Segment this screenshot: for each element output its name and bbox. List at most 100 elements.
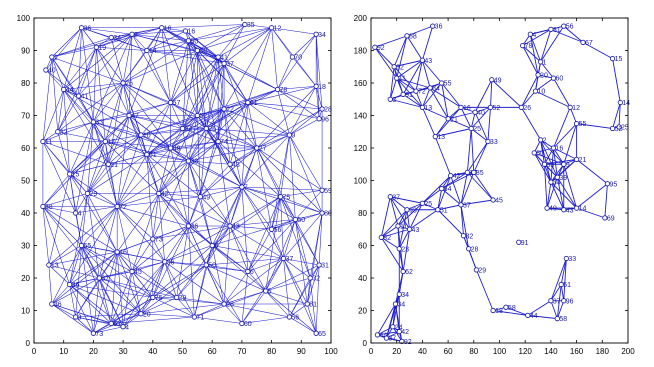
network-edge (81, 245, 94, 334)
network-edge (93, 251, 118, 334)
network-edge (116, 134, 142, 207)
network-edge (283, 258, 320, 266)
network-node (558, 281, 564, 288)
node-label: 21 (110, 162, 118, 169)
network-edge (522, 45, 541, 63)
network-node (406, 226, 413, 232)
network-node (78, 25, 85, 31)
network-edge (206, 128, 231, 165)
network-node (527, 31, 533, 37)
y-tick-label: 80 (21, 79, 30, 88)
network-edge (223, 63, 249, 103)
network-node (490, 197, 496, 203)
network-edge (223, 63, 278, 90)
network-node (561, 207, 567, 213)
node-label: 28 (471, 246, 479, 253)
network-edge (229, 225, 249, 272)
node-label: 3 (392, 97, 396, 104)
network-edge (247, 89, 278, 103)
y-tick-label: 100 (17, 14, 31, 23)
network-edge (161, 24, 245, 29)
network-edge (550, 181, 565, 210)
network-node (390, 324, 396, 330)
node-label: 26 (226, 302, 234, 309)
network-edge (540, 25, 565, 63)
network-edge (224, 303, 290, 318)
network-edge (241, 102, 249, 188)
x-tick-label: 0 (369, 347, 374, 356)
y-tick-label: 180 (354, 47, 368, 56)
network-edge (229, 186, 243, 227)
network-edge (470, 128, 475, 173)
x-tick-label: 0 (32, 347, 37, 356)
node-label: 22 (226, 107, 234, 114)
network-edge (158, 160, 189, 194)
network-node (72, 314, 79, 320)
network-node (182, 28, 189, 34)
network-node (90, 119, 97, 125)
node-label: 56 (274, 227, 282, 234)
node-label: 46 (190, 224, 198, 231)
network-edge (42, 89, 64, 142)
network-edge (42, 206, 118, 253)
network-edge (146, 147, 171, 155)
node-label: 10 (537, 89, 545, 96)
network-edge (223, 108, 231, 165)
network-edge (217, 141, 231, 227)
network-edge (550, 163, 565, 183)
node-label: 55 (579, 121, 587, 128)
node-label: 95 (609, 181, 617, 188)
network-node (435, 207, 441, 213)
network-edge (48, 206, 118, 266)
network-edge (315, 34, 320, 119)
network-node (286, 132, 293, 138)
network-edge (229, 225, 266, 292)
network-edge (197, 56, 219, 116)
network-edge (51, 277, 100, 305)
network-node (49, 54, 55, 60)
network-edge (618, 102, 621, 127)
x-tick-label: 60 (444, 347, 453, 356)
network-edge (182, 128, 189, 162)
network-edge (295, 212, 323, 220)
network-edge (223, 89, 278, 110)
network-edge (392, 326, 403, 342)
network-edge (146, 30, 186, 51)
network-edge (389, 196, 408, 211)
network-edge (75, 212, 82, 246)
network-node (419, 200, 425, 206)
network-edge (161, 27, 171, 103)
node-label: 9 (214, 243, 218, 250)
network-edge (289, 134, 296, 220)
network-edge (105, 82, 124, 142)
node-label: 45 (134, 269, 142, 276)
node-label: 55 (444, 81, 452, 88)
network-edge (280, 196, 311, 279)
node-label: 42 (401, 329, 409, 336)
dense-edges (42, 24, 323, 334)
network-edge (441, 188, 462, 206)
network-edge (211, 245, 225, 305)
network-edge (122, 40, 189, 84)
network-edge (309, 277, 317, 334)
network-edge (441, 175, 452, 189)
network-node (173, 294, 180, 301)
node-label: 3 (78, 315, 82, 322)
network-node (567, 104, 573, 110)
network-edge (116, 206, 153, 240)
network-node (532, 88, 539, 94)
network-edge (122, 82, 198, 116)
node-label: 65 (318, 331, 326, 338)
network-edge (69, 141, 106, 175)
network-edge (116, 154, 148, 207)
network-edge (422, 106, 449, 120)
x-tick-label: 40 (418, 347, 427, 356)
network-edge (295, 190, 323, 220)
network-edge (152, 225, 189, 298)
network-edge (229, 225, 272, 230)
network-edge (158, 193, 189, 227)
network-edge (422, 202, 438, 211)
network-node (274, 86, 281, 93)
network-edge (569, 107, 578, 124)
